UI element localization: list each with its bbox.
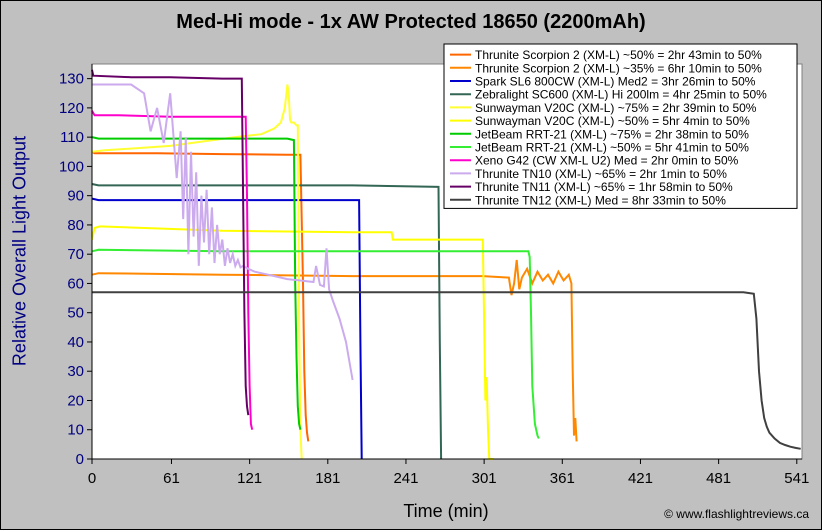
- x-tick-label: 541: [784, 470, 809, 487]
- legend-entry: Sunwayman V20C (XM-L) ~50% = 5hr 4min to…: [475, 114, 750, 128]
- y-tick-label: 60: [67, 275, 84, 292]
- series-line-8: [91, 248, 540, 439]
- y-tick-label: 40: [67, 334, 84, 351]
- y-tick-label: 20: [67, 392, 84, 409]
- x-tick-label: 361: [550, 470, 575, 487]
- y-tick-label: 80: [67, 217, 84, 234]
- axis-layer: 0 10 20 30 40 50 60 70 80 90 100 110 120 130 0 61 121 181…: [59, 64, 809, 487]
- y-tick-label: 110: [60, 129, 84, 146]
- x-tick-label: 421: [628, 470, 653, 487]
- legend-entry: Spark SL6 800CW (XM-L) Med2 = 3hr 26min …: [475, 75, 756, 89]
- y-tick-label: 100: [59, 158, 84, 175]
- y-tick-label: 70: [67, 246, 84, 263]
- x-tick-label: 121: [237, 470, 262, 487]
- legend-entry: Thrunite TN11 (XM-L) ~65% = 1hr 58min to…: [475, 180, 733, 194]
- legend-entry: Thrunite TN12 (XM-L) Med = 8hr 33min to …: [475, 193, 726, 207]
- y-axis-label: Relative Overall Light Output: [9, 135, 30, 367]
- legend-entry: Thrunite Scorpion 2 (XM-L) ~35% = 6hr 10…: [475, 61, 762, 75]
- y-tick-label: 10: [67, 422, 84, 439]
- legend-entry: Sunwayman V20C (XM-L) ~75% = 2hr 39min t…: [475, 101, 757, 115]
- legend-box: [443, 43, 798, 209]
- legend: Thrunite Scorpion 2 (XM-L) ~50% = 2hr 43…: [443, 43, 798, 209]
- y-tick-label: 90: [67, 188, 84, 205]
- x-tick-label: 181: [315, 470, 340, 487]
- y-tick-label: 130: [59, 71, 84, 88]
- series-line-4: [91, 183, 443, 460]
- series-line-11: [91, 69, 250, 416]
- x-tick-label: 61: [163, 470, 180, 487]
- y-tick-label: 120: [59, 100, 84, 117]
- y-tick-label: 50: [67, 305, 84, 322]
- legend-entry: JetBeam RRT-21 (XM-L) ~75% = 2hr 38min t…: [475, 127, 749, 141]
- series-line-12: [92, 291, 801, 450]
- legend-entry: Thrunite Scorpion 2 (XM-L) ~50% = 2hr 43…: [475, 48, 762, 62]
- series-layer: [91, 69, 801, 460]
- x-tick-label: 481: [706, 470, 731, 487]
- legend-entry: Thrunite TN10 (XM-L) ~65% = 2hr 1min to …: [475, 167, 727, 181]
- credit-text: © www.flashlightreviews.ca: [664, 507, 809, 521]
- series-line-10: [92, 83, 354, 381]
- x-tick-label: 241: [393, 470, 418, 487]
- legend-entry: Xeno G42 (CW XM-L U2) Med = 2hr 0min to …: [475, 154, 739, 168]
- legend-entry: Zebralight SC600 (XM-L) Hi 200lm = 4hr 2…: [475, 88, 767, 102]
- y-tick-label: 30: [67, 363, 84, 380]
- series-line-6: [91, 225, 494, 460]
- x-tick-label: 0: [88, 470, 96, 487]
- legend-entry: JetBeam RRT-21 (XM-L) ~50% = 5hr 41min t…: [475, 141, 749, 155]
- y-tick-label: 0: [76, 451, 84, 468]
- series-line-3: [91, 197, 363, 460]
- series-line-9: [91, 110, 254, 430]
- x-axis-label: Time (min): [403, 501, 489, 521]
- chart-title: Med-Hi mode - 1x AW Protected 18650 (220…: [176, 11, 646, 33]
- x-tick-label: 301: [472, 470, 497, 487]
- series-line-1: [91, 150, 310, 442]
- series-line-7: [91, 136, 302, 430]
